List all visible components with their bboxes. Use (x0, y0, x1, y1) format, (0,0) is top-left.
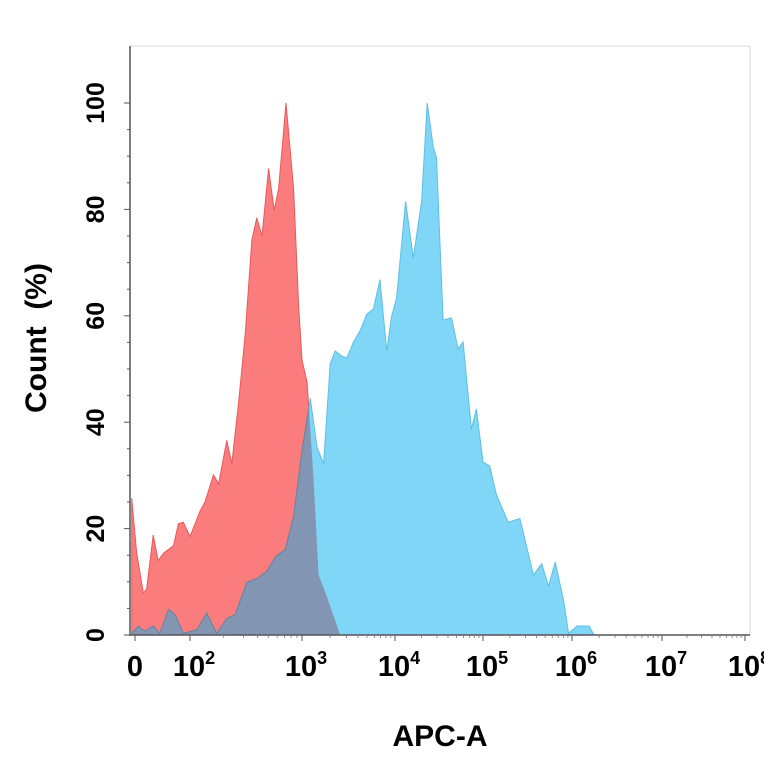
x-tick-base: 10 (378, 651, 410, 683)
overlap-area (131, 103, 341, 635)
x-tick-label: 104 (378, 648, 420, 683)
x-tick-exponent: 2 (205, 648, 215, 668)
x-tick-exponent: 3 (317, 648, 327, 668)
x-tick-label: 0 (127, 651, 143, 683)
x-tick-base: 10 (285, 651, 317, 683)
y-tick-label: 20 (82, 515, 110, 543)
y-tick-label: 0 (82, 628, 110, 642)
x-tick-label: 108 (728, 648, 764, 683)
x-tick-base: 10 (728, 651, 760, 683)
x-tick-base: 10 (466, 651, 498, 683)
x-tick-exponent: 6 (587, 648, 597, 668)
y-tick-label: 40 (82, 408, 110, 436)
x-tick-label: 106 (555, 648, 597, 683)
x-tick-exponent: 4 (410, 648, 420, 668)
x-tick-label: 103 (285, 648, 327, 683)
x-tick-label: 107 (645, 648, 687, 683)
series-1-area (131, 102, 341, 636)
x-axis-title: APC-A (393, 720, 488, 753)
x-tick-exponent: 7 (677, 648, 687, 668)
x-tick-exponent: 8 (760, 648, 764, 668)
x-tick-exponent: 5 (498, 648, 508, 668)
x-tick-label: 105 (466, 648, 508, 683)
x-tick-base: 10 (645, 651, 677, 683)
y-tick-label: 100 (82, 82, 110, 124)
x-tick-label: 102 (173, 648, 215, 683)
y-tick-label: 60 (82, 302, 110, 330)
x-tick-base: 0 (127, 651, 143, 683)
x-tick-base: 10 (555, 651, 587, 683)
y-axis-title: Count (%) (20, 263, 53, 413)
y-tick-label: 80 (82, 195, 110, 223)
x-tick-base: 10 (173, 651, 205, 683)
